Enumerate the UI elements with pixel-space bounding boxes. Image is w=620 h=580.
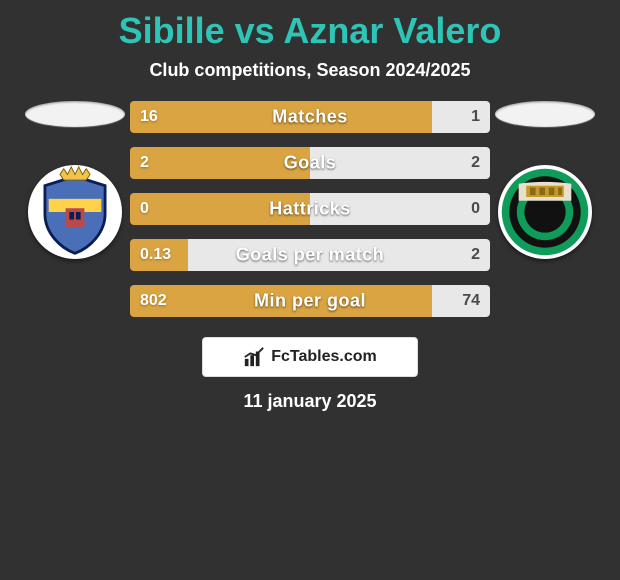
- stat-label: Matches: [272, 107, 348, 128]
- shield-icon: [45, 167, 105, 253]
- stat-value-left: 2: [140, 154, 149, 172]
- stat-value-left: 0.13: [140, 246, 171, 264]
- chart-icon: [243, 346, 265, 368]
- stat-value-right: 2: [471, 246, 480, 264]
- player-right-column: [490, 101, 600, 259]
- stat-label: Goals: [284, 153, 337, 174]
- stat-bar-seg-right: [432, 101, 490, 133]
- stat-bar: 0.13 Goals per match 2: [130, 239, 490, 271]
- stat-value-right: 74: [462, 292, 480, 310]
- page-subtitle: Club competitions, Season 2024/2025: [149, 60, 470, 81]
- stat-bar-seg-right: [310, 147, 490, 179]
- stat-label: Hattricks: [269, 199, 351, 220]
- stat-value-right: 1: [471, 108, 480, 126]
- page-title: Sibille vs Aznar Valero: [119, 10, 502, 52]
- stat-bars: 16 Matches 1 2 Goals 2 0 Hattricks 0 0.13 Goals pe…: [130, 101, 490, 317]
- club-badge-left: [28, 165, 122, 259]
- country-flag-right: [495, 101, 595, 127]
- stat-value-left: 802: [140, 292, 167, 310]
- date-label: 11 january 2025: [243, 391, 376, 412]
- stat-bar: 802 Min per goal 74: [130, 285, 490, 317]
- stat-bar: 2 Goals 2: [130, 147, 490, 179]
- stat-value-right: 2: [471, 154, 480, 172]
- stat-label: Goals per match: [236, 245, 385, 266]
- stat-value-left: 0: [140, 200, 149, 218]
- stat-bar: 0 Hattricks 0: [130, 193, 490, 225]
- comparison-layout: 16 Matches 1 2 Goals 2 0 Hattricks 0 0.13 Goals pe…: [0, 101, 620, 317]
- stat-bar: 16 Matches 1: [130, 101, 490, 133]
- stat-value-right: 0: [471, 200, 480, 218]
- country-flag-left: [25, 101, 125, 127]
- brand-label: FcTables.com: [271, 348, 377, 366]
- ring-badge-icon: [502, 169, 588, 255]
- brand-box[interactable]: FcTables.com: [202, 337, 418, 377]
- stat-bar-seg-right: [432, 285, 490, 317]
- player-left-column: [20, 101, 130, 259]
- root: Sibille vs Aznar Valero Club competition…: [0, 0, 620, 412]
- club-badge-right: [498, 165, 592, 259]
- stat-value-left: 16: [140, 108, 158, 126]
- stat-label: Min per goal: [254, 291, 366, 312]
